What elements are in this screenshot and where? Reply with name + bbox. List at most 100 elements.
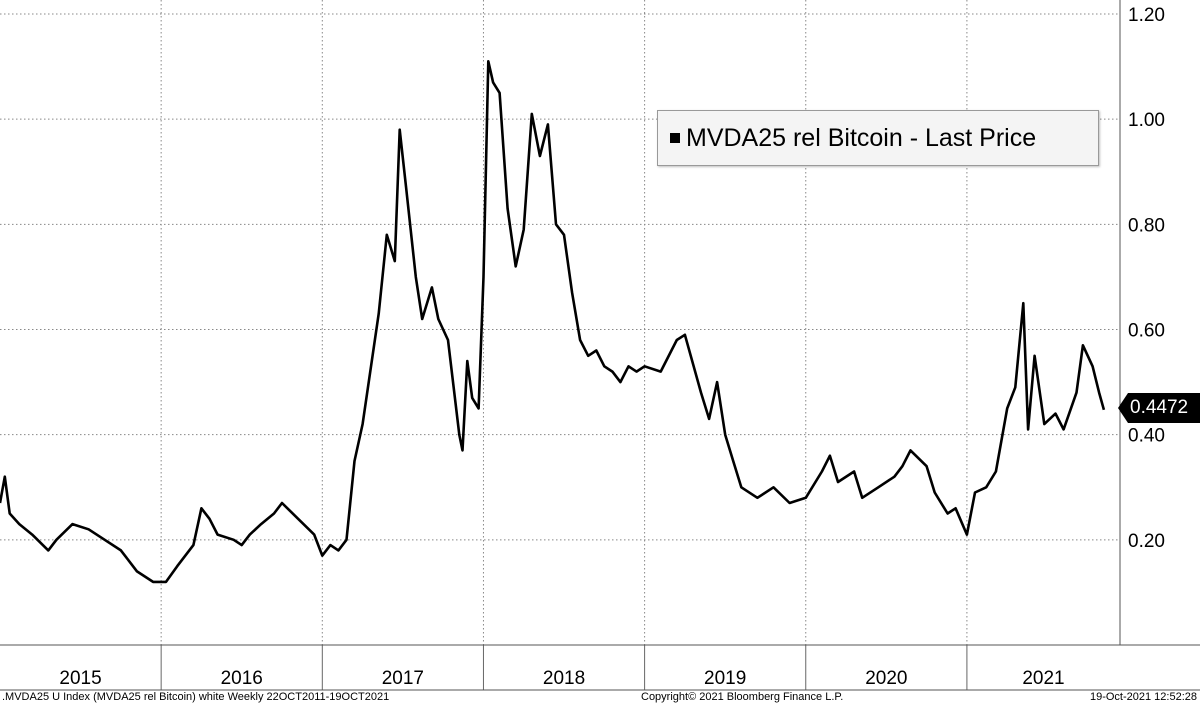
data-point [345,539,347,541]
data-point [684,334,686,336]
data-point [619,381,621,383]
data-point [539,155,541,157]
data-point [1103,409,1105,411]
data-point [136,570,138,572]
footer-timestamp: 19-Oct-2021 12:52:28 [1089,691,1197,703]
data-point [482,276,484,278]
data-point [985,486,987,488]
last-value-text: 0.4472 [1130,397,1189,418]
data-point [740,486,742,488]
data-point [732,460,734,462]
data-point [337,549,339,551]
data-point [925,465,927,467]
x-axis-tick-labels: 2015 2016 2017 2018 2019 2020 2021 [59,668,1064,689]
data-point [498,92,500,94]
data-point [165,581,167,583]
legend-label: MVDA25 rel Bitcoin - Last Price [686,123,1037,152]
data-point [31,533,33,535]
footer-left: .MVDA25 U Index (MVDA25 rel Bitcoin) whi… [2,691,390,703]
data-point [603,365,605,367]
data-point [458,433,460,435]
data-point [877,486,879,488]
data-point [1043,423,1045,425]
data-point [893,476,895,478]
data-point [208,518,210,520]
data-point [531,113,533,115]
x-tick-label: 2020 [865,668,907,689]
data-point [329,544,331,546]
data-point [555,223,557,225]
data-point [805,497,807,499]
data-point [386,234,388,236]
data-point [514,265,516,267]
data-point [216,533,218,535]
data-point [232,539,234,541]
x-tick-label: 2019 [704,668,746,689]
data-point [506,207,508,209]
data-point [321,554,323,556]
data-point [1033,355,1035,357]
data-point [431,286,433,288]
data-point [788,502,790,504]
data-point [47,549,49,551]
series-line [0,60,1106,584]
data-point [772,486,774,488]
data-point [861,497,863,499]
data-point [837,481,839,483]
data-point [716,381,718,383]
data-point [1022,302,1024,304]
data-point [1075,391,1077,393]
y-tick-label: 1.20 [1128,5,1165,26]
data-point [104,539,106,541]
data-point [571,291,573,293]
data-point [361,423,363,425]
data-point [756,497,758,499]
data-point [487,60,489,62]
data-point [466,360,468,362]
data-point [8,512,10,514]
data-point [120,549,122,551]
data-point [313,533,315,535]
y-tick-label: 0.40 [1128,426,1165,447]
data-point [1082,344,1084,346]
data-point [724,433,726,435]
data-point [974,491,976,493]
data-point [1062,428,1064,430]
x-tick-label: 2021 [1022,668,1064,689]
x-tick-label: 2015 [59,668,101,689]
data-point [933,491,935,493]
data-point [853,470,855,472]
data-point [611,370,613,372]
data-point [200,507,202,509]
data-point [821,470,823,472]
data-point [595,349,597,351]
last-value-label: 0.4472 [1118,393,1200,423]
y-axis-tick-labels: 0.20 0.40 0.60 0.80 1.00 1.20 [1128,5,1165,552]
data-point [492,81,494,83]
data-point [421,318,423,320]
data-point [273,512,275,514]
data-point [192,544,194,546]
data-point [87,528,89,530]
data-point [1027,428,1029,430]
data-point [415,276,417,278]
data-point [176,565,178,567]
data-point [587,355,589,357]
data-point [946,512,948,514]
y-tick-label: 0.80 [1128,215,1165,236]
data-point [523,228,525,230]
data-point [471,397,473,399]
data-point [1091,365,1093,367]
data-point [829,455,831,457]
data-point [297,518,299,520]
data-point [1014,386,1016,388]
footer-copyright: Copyright© 2021 Bloomberg Finance L.P. [641,691,844,703]
legend: MVDA25 rel Bitcoin - Last Price [657,110,1099,166]
data-point [1006,407,1008,409]
data-point [627,365,629,367]
y-tick-label: 1.00 [1128,110,1165,131]
data-point [4,476,6,478]
data-point [18,523,20,525]
data-point [281,502,283,504]
